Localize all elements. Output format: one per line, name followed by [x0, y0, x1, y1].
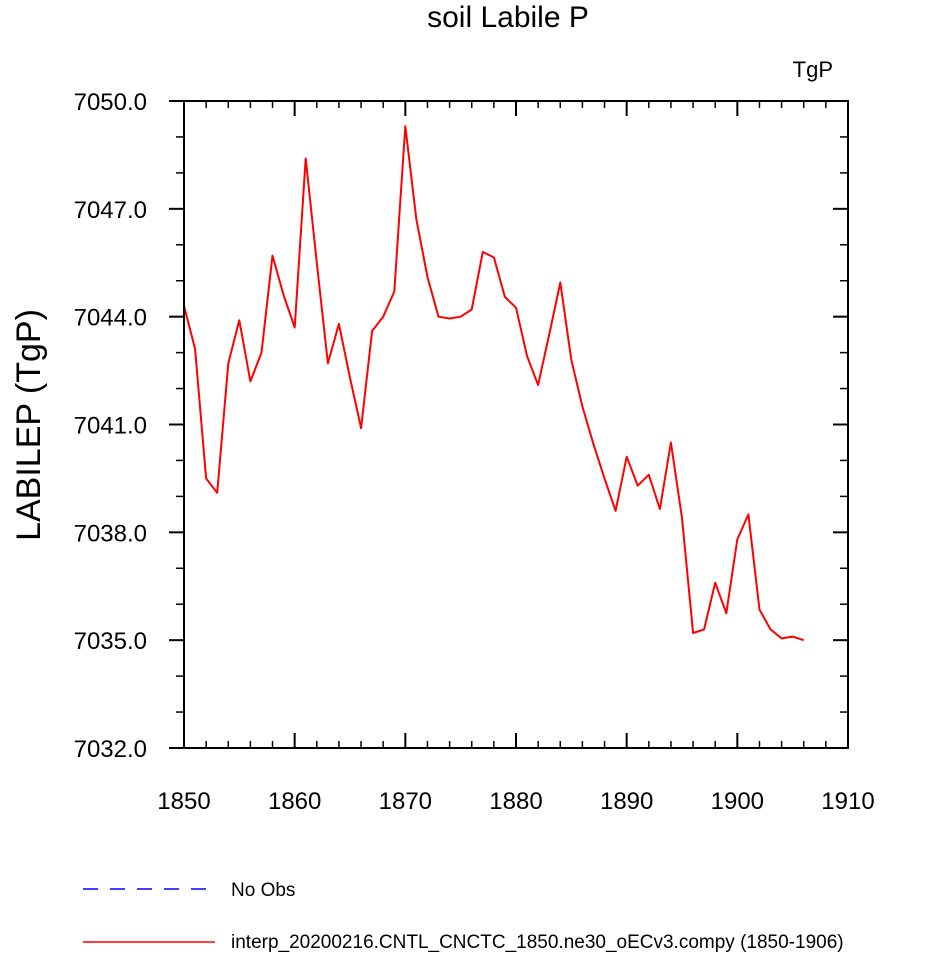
plot-series: [183, 125, 805, 642]
y-tick-label: 7038.0: [74, 520, 147, 547]
x-tick-label: 1910: [821, 788, 874, 815]
x-tick-label: 1890: [600, 788, 653, 815]
tick-labels: 1850 1860 1870 1880 1890 1900 1910 7032.0 7035.0…: [74, 89, 875, 815]
y-tick-label: 7035.0: [74, 628, 147, 655]
y-tick-label: 7044.0: [74, 305, 147, 332]
legend: No Obs interp_20200216.CNTL_CNCTC_1850.n…: [83, 880, 844, 953]
y-tick-label: 7047.0: [74, 197, 147, 224]
chart-title: soil Labile P: [427, 1, 589, 34]
plot-frame: [183, 100, 849, 749]
y-axis-label: LABILEP (TgP): [10, 309, 48, 541]
y-tick-label: 7041.0: [74, 413, 147, 440]
units-label: TgP: [793, 57, 833, 82]
x-tick-label: 1870: [379, 788, 432, 815]
x-tick-label: 1860: [268, 788, 321, 815]
x-tick-label: 1900: [711, 788, 764, 815]
series-line-0: [183, 125, 805, 642]
y-tick-label: 7032.0: [74, 736, 147, 763]
legend-label-model: interp_20200216.CNTL_CNCTC_1850.ne30_oEC…: [231, 932, 844, 953]
legend-label-no-obs: No Obs: [231, 880, 295, 901]
x-tick-label: 1880: [489, 788, 542, 815]
axis-ticks: [169, 100, 849, 749]
x-tick-label: 1850: [157, 788, 210, 815]
y-tick-label: 7050.0: [74, 89, 147, 116]
